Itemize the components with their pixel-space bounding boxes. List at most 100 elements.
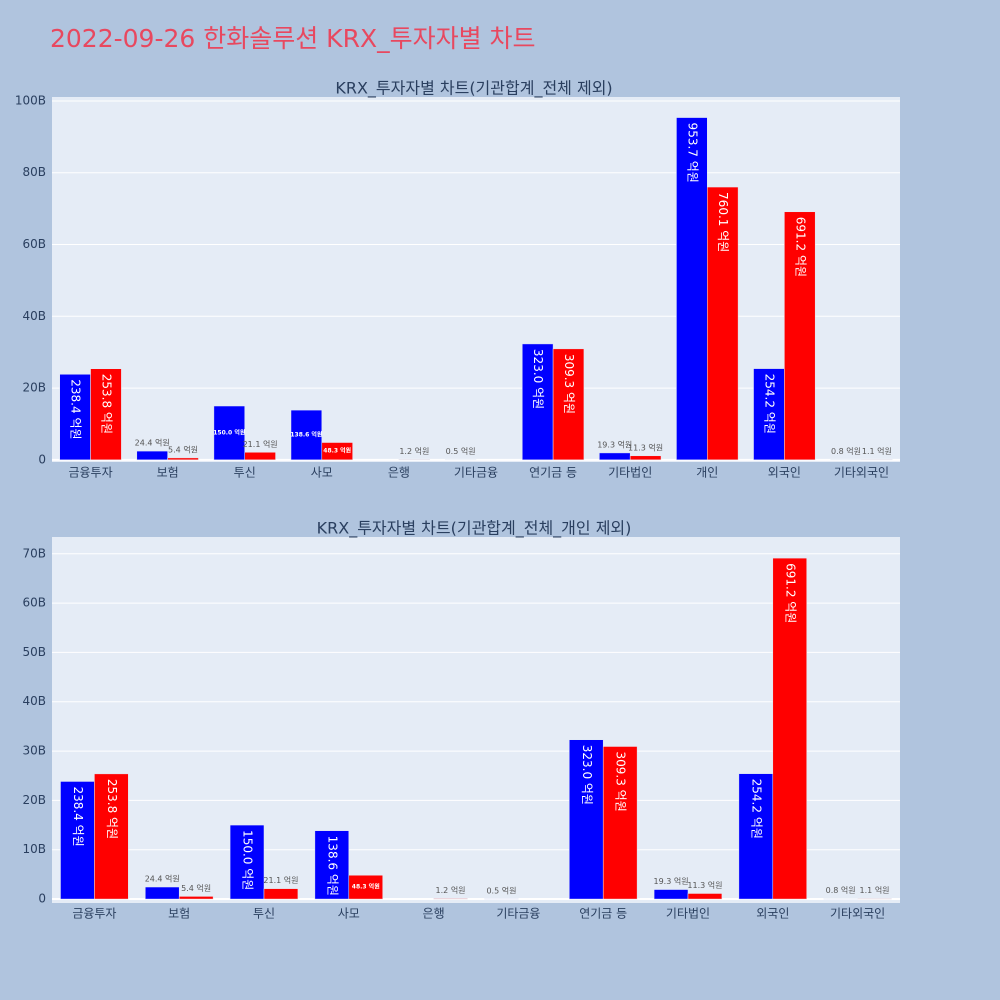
bar [263,888,299,900]
data-label: 254.2 억원 [749,779,763,839]
bar [753,368,785,461]
data-label: 1.2 억원 [436,885,466,895]
bar [676,117,708,461]
data-label: 11.3 억원 [687,880,722,890]
x-tick-label: 연기금 등 [579,907,627,921]
bar [90,368,122,461]
x-tick-label: 사모 [311,466,333,480]
data-label: 238.4 억원 [71,786,85,846]
data-label: 238.4 억원 [69,379,83,439]
x-tick-label: 개인 [696,466,718,480]
data-label: 11.3 억원 [628,442,663,452]
bar [60,781,95,900]
y-tick-label: 20B [22,381,46,395]
data-label: 254.2 억원 [762,374,776,434]
data-label: 323.0 억원 [531,349,545,409]
data-label: 0.5 억원 [486,885,516,895]
bar [569,739,604,900]
y-tick-label: 0 [38,452,46,466]
bar [229,824,265,900]
bar [602,746,638,900]
y-tick-label: 10B [22,842,46,856]
chart-title: KRX_투자자별 차트(기관합계_전체_개인 제외) [317,519,632,539]
data-label: 150.0 억원 [213,428,245,436]
data-label: 760.1 억원 [716,192,730,252]
data-label: 1.2 억원 [399,446,429,456]
bar [290,409,323,461]
data-label: 5.4 억원 [181,883,211,893]
bar [522,343,554,461]
x-tick-label: 은행 [423,906,445,921]
data-label: 309.3 억원 [562,354,576,414]
x-tick-label: 기타금융 [454,466,498,480]
bar [59,374,91,461]
y-tick-label: 0 [38,892,46,906]
bar [213,405,245,461]
data-label: 24.4 억원 [145,874,180,884]
x-tick-label: 외국인 [756,907,789,921]
x-tick-label: 외국인 [768,466,801,480]
bar [178,896,214,900]
data-label: 21.1 억원 [263,875,298,885]
x-tick-label: 투신 [234,466,256,480]
data-label: 1.1 억원 [860,885,890,895]
data-label: 953.7 억원 [685,123,699,183]
y-tick-label: 20B [22,793,46,807]
chart-title: KRX_투자자별 차트(기관합계_전체 제외) [335,79,612,99]
y-tick-label: 50B [22,645,46,659]
bar [244,452,276,461]
bar [707,186,739,461]
data-label: 5.4 억원 [168,444,198,454]
data-label: 138.6 억원 [290,430,322,438]
data-label: 0.8 억원 [826,885,856,895]
data-label: 691.2 억원 [793,217,807,277]
x-tick-label: 보험 [168,907,190,921]
x-tick-label: 은행 [388,465,410,480]
bar [857,898,892,900]
bar [94,773,129,900]
bar [348,874,383,900]
data-label: 253.8 억원 [105,779,119,839]
data-label: 21.1 억원 [243,439,278,449]
x-tick-label: 금융투자 [72,907,116,921]
data-label: 19.3 억원 [654,876,689,886]
data-label: 24.4 억원 [135,438,170,448]
data-label: 0.8 억원 [831,446,861,456]
bar [314,830,350,900]
bar [687,893,723,900]
y-tick-label: 30B [22,744,46,758]
bar [145,886,180,900]
bar [167,457,199,461]
x-tick-label: 기타외국인 [834,466,889,480]
bar [136,450,168,461]
bar [653,889,689,900]
bar [629,455,662,461]
data-label: 19.3 억원 [597,439,632,449]
data-label: 1.1 억원 [862,446,892,456]
x-tick-label: 사모 [338,907,360,921]
x-tick-label: 기타금융 [496,907,540,921]
data-label: 48.3 억원 [352,883,380,891]
page-title: 2022-09-26 한화솔루션 KRX_투자자별 차트 [50,24,536,53]
data-label: 691.2 억원 [783,563,797,623]
y-tick-label: 70B [22,546,46,560]
x-tick-label: 투신 [253,907,275,921]
y-tick-label: 60B [22,596,46,610]
bar [784,211,816,461]
bar [772,557,807,900]
data-label: 48.3 억원 [323,447,351,455]
data-label: 138.6 억원 [325,836,339,896]
y-tick-label: 40B [22,694,46,708]
data-label: 323.0 억원 [580,745,594,805]
bar [321,442,353,461]
bar [433,898,468,900]
y-tick-label: 80B [22,165,46,179]
x-tick-label: 기타외국인 [830,907,885,921]
bar [738,773,774,900]
x-tick-label: 기타법인 [666,907,710,921]
x-tick-label: 보험 [157,466,179,480]
y-tick-label: 40B [22,309,46,323]
data-label: 0.5 억원 [446,446,476,456]
x-tick-label: 금융투자 [68,466,112,480]
